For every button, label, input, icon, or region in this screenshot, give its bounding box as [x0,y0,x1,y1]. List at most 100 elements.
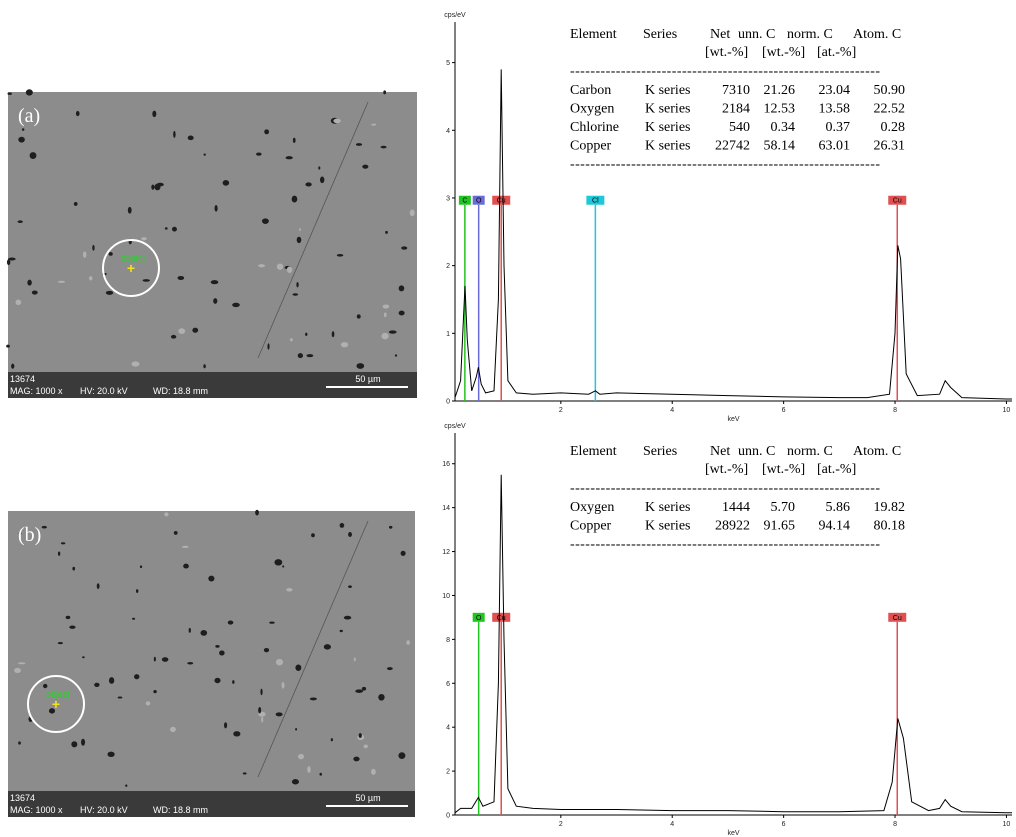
sem-pore [222,180,230,186]
sem-pore [398,752,406,760]
table-cell: 2184 [722,102,750,117]
table-cell: 50.90 [874,83,906,98]
table-cell: K series [645,83,691,98]
voltage: HV: 20.0 kV [80,805,128,815]
sem-scratch [257,101,369,359]
table-cell: Carbon [570,83,611,98]
sem-pore [286,266,293,273]
sem-pore [298,228,302,231]
sem-pore [378,693,385,701]
y-tick-label: 0 [446,813,450,820]
sem-pore [295,664,302,671]
sem-pore [232,302,240,308]
sem-pore [358,733,362,738]
scale-bar [326,386,408,388]
sem-pore [353,756,360,762]
sem-pore [177,275,185,280]
sem-pore [296,236,302,244]
sem-pore [319,176,325,184]
table-cell: 58.14 [764,139,796,154]
sem-pore [161,657,169,662]
x-axis-label: keV [727,416,739,423]
sem-pore [88,276,93,281]
sem-pore [264,129,270,135]
sem-pore [398,310,405,316]
y-tick-label: 12 [442,549,450,556]
sem-pore [173,531,178,535]
sem-pore [151,184,155,190]
sem-pore [355,689,364,693]
sem-pore [108,677,115,684]
table-header: Net [710,444,730,459]
sem-pore [21,128,25,131]
sem-pore [383,90,387,95]
sem-pore [291,779,299,785]
x-tick-label: 4 [670,821,674,828]
table-cell: 12.53 [764,102,796,117]
table-header: Series [643,27,677,42]
sem-pore [17,220,23,224]
sem-pore [269,621,275,624]
sem-pore [305,182,312,187]
x-tick-label: 8 [893,821,897,828]
sem-pore [94,682,100,687]
y-axis-label: cps/eV [444,423,466,430]
y-tick-label: 5 [446,60,450,67]
sem-pore [305,332,308,336]
element-label: O [476,615,482,622]
table-header: Series [643,444,677,459]
sem-pore [307,766,311,773]
sem-pore [256,152,262,156]
sem-pore [348,585,352,588]
sem-pore [385,230,388,234]
sem-pore [107,751,115,757]
table-cell: 22.52 [874,102,906,117]
table-unit: [wt.-%] [762,45,805,60]
sem-pore [336,253,344,257]
table-unit: [wt.-%] [762,462,805,477]
sem-pore [8,257,16,261]
sem-pore [65,615,71,620]
sem-pore [275,712,283,717]
table-cell: 5.86 [826,500,851,515]
table-header: Atom. C [853,444,901,459]
sem-pore [73,202,78,206]
sem-pore [289,338,293,342]
sample-id: 13674 [10,374,35,384]
working-distance: WD: 18.8 mm [153,805,208,815]
sem-pore [164,227,168,230]
y-tick-label: 2 [446,263,450,270]
sem-pore [75,110,80,117]
sem-pore [388,330,397,334]
sem-pore [282,565,285,568]
table-cell: 1444 [722,500,750,515]
y-tick-label: 6 [446,681,450,688]
table-header: Element [570,27,617,42]
sem-pore [57,642,63,645]
sem-pore [339,629,343,633]
y-tick-label: 8 [446,637,450,644]
sem-pore [323,644,331,650]
table-cell: Copper [570,519,612,534]
sem-pore [371,123,377,126]
element-tag [472,612,485,622]
sem-pore [141,237,147,241]
sem-pore [260,688,263,696]
object-label: object [46,689,71,699]
x-tick-label: 10 [1003,821,1011,828]
sem-pore [214,677,221,684]
sem-pore [348,531,352,538]
sem-pore [29,152,37,159]
sem-pore [276,263,284,270]
element-label: Cu [893,198,902,205]
object-label: object [121,253,146,263]
sem-pore [224,722,228,729]
table-cell: 26.31 [874,139,906,154]
sem-pore [295,727,298,731]
object-circle [27,675,85,733]
element-label: Cu [497,615,506,622]
table-cell: K series [645,102,691,117]
sem-pore [255,509,259,516]
sem-pore [105,290,114,295]
